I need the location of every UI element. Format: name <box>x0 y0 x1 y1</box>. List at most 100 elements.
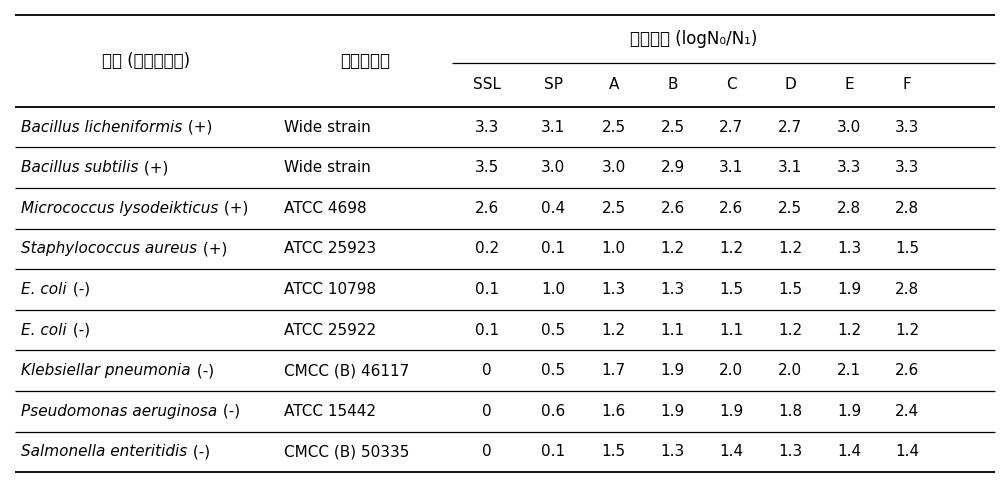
Text: 0.6: 0.6 <box>541 404 565 419</box>
Text: C: C <box>726 78 737 92</box>
Text: D: D <box>784 78 796 92</box>
Text: 1.5: 1.5 <box>719 282 743 297</box>
Text: 1.5: 1.5 <box>895 242 919 256</box>
Text: 1.3: 1.3 <box>660 282 685 297</box>
Text: 2.5: 2.5 <box>778 201 802 216</box>
Text: 2.6: 2.6 <box>660 201 685 216</box>
Text: Staphylococcus aureus: Staphylococcus aureus <box>21 242 197 256</box>
Text: Micrococcus lysodeikticus: Micrococcus lysodeikticus <box>21 201 218 216</box>
Text: ATCC 25922: ATCC 25922 <box>284 323 376 338</box>
Text: Wide strain: Wide strain <box>284 160 370 175</box>
Text: 3.1: 3.1 <box>541 120 565 135</box>
Text: 3.1: 3.1 <box>719 160 744 175</box>
Text: E: E <box>844 78 854 92</box>
Text: SP: SP <box>544 78 563 92</box>
Text: 菌种 (革兰氏染色): 菌种 (革兰氏染色) <box>102 52 190 70</box>
Text: ATCC 4698: ATCC 4698 <box>284 201 366 216</box>
Text: (+): (+) <box>219 201 249 216</box>
Text: E. coli: E. coli <box>21 282 67 297</box>
Text: 0: 0 <box>482 404 492 419</box>
Text: (-): (-) <box>218 404 240 419</box>
Text: 1.0: 1.0 <box>602 242 626 256</box>
Text: 1.3: 1.3 <box>778 444 802 459</box>
Text: 0.1: 0.1 <box>475 282 499 297</box>
Text: 3.3: 3.3 <box>837 160 861 175</box>
Text: (-): (-) <box>188 444 210 459</box>
Text: 1.0: 1.0 <box>541 282 565 297</box>
Text: 2.8: 2.8 <box>837 201 861 216</box>
Text: 1.1: 1.1 <box>719 323 743 338</box>
Text: Bacillus licheniformis: Bacillus licheniformis <box>21 120 182 135</box>
Text: 0.1: 0.1 <box>475 323 499 338</box>
Text: F: F <box>903 78 912 92</box>
Text: ATCC 10798: ATCC 10798 <box>284 282 376 297</box>
Text: 1.9: 1.9 <box>837 282 861 297</box>
Text: 2.8: 2.8 <box>895 201 919 216</box>
Text: 3.0: 3.0 <box>602 160 626 175</box>
Text: 0.5: 0.5 <box>541 323 565 338</box>
Text: 1.3: 1.3 <box>837 242 861 256</box>
Text: 0: 0 <box>482 363 492 378</box>
Text: 2.6: 2.6 <box>475 201 499 216</box>
Text: 2.8: 2.8 <box>895 282 919 297</box>
Text: 2.5: 2.5 <box>661 120 685 135</box>
Text: 菌株或表型: 菌株或表型 <box>340 52 390 70</box>
Text: 1.2: 1.2 <box>778 242 802 256</box>
Text: 3.3: 3.3 <box>475 120 499 135</box>
Text: E. coli: E. coli <box>21 323 67 338</box>
Text: 1.3: 1.3 <box>660 444 685 459</box>
Text: 0.2: 0.2 <box>475 242 499 256</box>
Text: CMCC (B) 50335: CMCC (B) 50335 <box>284 444 409 459</box>
Text: 1.2: 1.2 <box>895 323 919 338</box>
Text: 0: 0 <box>482 444 492 459</box>
Text: 2.6: 2.6 <box>895 363 919 378</box>
Text: 0.4: 0.4 <box>541 201 565 216</box>
Text: 0.5: 0.5 <box>541 363 565 378</box>
Text: Wide strain: Wide strain <box>284 120 370 135</box>
Text: 1.4: 1.4 <box>719 444 743 459</box>
Text: 1.9: 1.9 <box>660 363 685 378</box>
Text: 3.5: 3.5 <box>475 160 499 175</box>
Text: 1.4: 1.4 <box>895 444 919 459</box>
Text: Pseudomonas aeruginosa: Pseudomonas aeruginosa <box>21 404 217 419</box>
Text: 1.2: 1.2 <box>602 323 626 338</box>
Text: 1.2: 1.2 <box>719 242 743 256</box>
Text: 3.3: 3.3 <box>895 120 919 135</box>
Text: 1.5: 1.5 <box>602 444 626 459</box>
Text: Klebsiellar pneumonia: Klebsiellar pneumonia <box>21 363 191 378</box>
Text: ATCC 15442: ATCC 15442 <box>284 404 376 419</box>
Text: 0.1: 0.1 <box>541 444 565 459</box>
Text: (+): (+) <box>198 242 227 256</box>
Text: 3.0: 3.0 <box>541 160 565 175</box>
Text: 1.5: 1.5 <box>778 282 802 297</box>
Text: 3.0: 3.0 <box>837 120 861 135</box>
Text: 2.7: 2.7 <box>778 120 802 135</box>
Text: 2.7: 2.7 <box>719 120 743 135</box>
Text: (-): (-) <box>192 363 214 378</box>
Text: 2.1: 2.1 <box>837 363 861 378</box>
Text: 1.7: 1.7 <box>602 363 626 378</box>
Text: CMCC (B) 46117: CMCC (B) 46117 <box>284 363 409 378</box>
Text: 1.2: 1.2 <box>661 242 685 256</box>
Text: Salmonella enteritidis: Salmonella enteritidis <box>21 444 187 459</box>
Text: 1.2: 1.2 <box>837 323 861 338</box>
Text: (-): (-) <box>68 323 90 338</box>
Text: 2.0: 2.0 <box>719 363 743 378</box>
Text: (+): (+) <box>183 120 213 135</box>
Text: 1.9: 1.9 <box>837 404 861 419</box>
Text: 1.8: 1.8 <box>778 404 802 419</box>
Text: ATCC 25923: ATCC 25923 <box>284 242 376 256</box>
Text: 0.1: 0.1 <box>541 242 565 256</box>
Text: 1.2: 1.2 <box>778 323 802 338</box>
Text: 2.5: 2.5 <box>602 201 626 216</box>
Text: 1.6: 1.6 <box>602 404 626 419</box>
Text: (+): (+) <box>139 160 169 175</box>
Text: 1.1: 1.1 <box>661 323 685 338</box>
Text: 1.3: 1.3 <box>602 282 626 297</box>
Text: (-): (-) <box>68 282 90 297</box>
Text: 3.1: 3.1 <box>778 160 802 175</box>
Text: 1.4: 1.4 <box>837 444 861 459</box>
Text: 3.3: 3.3 <box>895 160 919 175</box>
Text: B: B <box>667 78 678 92</box>
Text: 1.9: 1.9 <box>660 404 685 419</box>
